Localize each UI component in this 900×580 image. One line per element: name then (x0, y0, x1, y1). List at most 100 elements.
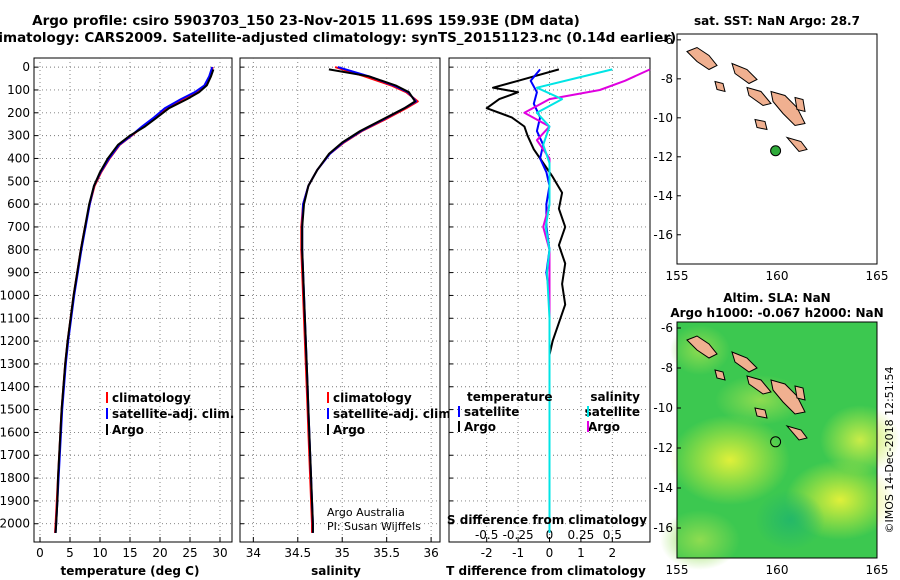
sla-map-ytick-3: -12 (653, 441, 673, 455)
title-line-1: Argo profile: csiro 5903703_150 23-Nov-2… (32, 13, 580, 29)
sla-map-island-3 (770, 379, 806, 415)
sst-map-island-5 (794, 96, 806, 113)
sla-map-island-6 (714, 369, 726, 381)
sst-map-island-6 (714, 80, 726, 93)
sla-map-island-2 (746, 375, 772, 395)
sla-map-subtitle: Argo h1000: -0.067 h2000: NaN (670, 306, 883, 320)
depth-tick-label-18: 1800 (0, 471, 30, 485)
depth-tick-label-9: 900 (7, 266, 30, 280)
difference-legend-temperature-title: temperature (467, 390, 552, 404)
depth-tick-label-5: 500 (7, 174, 30, 188)
temperature-panel: 0 5 10 15 20 25 300100200300400500600700800900… (0, 57, 234, 560)
difference-series-2 (535, 68, 613, 533)
sst-map-argo-marker (770, 145, 782, 157)
temperature-xtick-label-0: 0 (36, 546, 44, 560)
temperature-xtick-label-1: 5 (66, 546, 74, 560)
depth-tick-label-13: 1300 (0, 357, 30, 371)
difference-stick-label-4: 0.5 (603, 528, 622, 542)
depth-tick-label-0: 0 (22, 60, 30, 74)
depth-tick-label-1: 100 (7, 83, 30, 97)
depth-tick-label-7: 700 (7, 220, 30, 234)
difference-xlabel-2: S difference from climatology (447, 513, 647, 527)
temperature-xtick-label-6: 30 (212, 546, 227, 560)
difference-stick-label-0: -0.5 (475, 528, 498, 542)
depth-tick-label-19: 1900 (0, 494, 30, 508)
credit-line-1: Argo Australia (327, 506, 405, 519)
sla-map-island-7 (754, 407, 768, 419)
salinity-xtick-label-3: 35.5 (373, 546, 400, 560)
temperature-legend-2-label: Argo (112, 423, 144, 437)
sst-map-ytick-3: -12 (653, 150, 673, 164)
depth-tick-label-15: 1500 (0, 403, 30, 417)
title-line-2: Climatology: CARS2009. Satellite-adjuste… (0, 30, 676, 46)
difference-legend-s-sat-label: satellite (585, 405, 640, 419)
temperature-legend-1-label: satellite-adj. clim. (112, 407, 234, 421)
sst-map-xtick-2: 165 (866, 269, 889, 283)
sst-map-land (686, 46, 808, 153)
depth-tick-label-10: 1000 (0, 288, 30, 302)
sst-map-xtick-1: 160 (766, 269, 789, 283)
sla-map-island-1 (731, 351, 758, 373)
depth-tick-label-3: 300 (7, 129, 30, 143)
sla-map-ticks: 155 160 165 -6 -8 -10 -12 -14 -16 (653, 321, 888, 577)
credit-line-2: PI: Susan Wijffels (327, 520, 421, 533)
difference-legend-t-sat-label: satellite (464, 405, 519, 419)
salinity-legend-2-label: Argo (333, 423, 365, 437)
difference-stick-label-1: -0.25 (503, 528, 534, 542)
sst-map-island-0 (686, 46, 718, 71)
salinity-xtick-label-1: 34.5 (284, 546, 311, 560)
temperature-grid (34, 58, 232, 542)
sla-map: Altim. SLA: NaN Argo h1000: -0.067 h2000… (653, 291, 900, 577)
difference-panel: -2 -1 0 1 2-0.5 -0.25 0 0.25 0.5temperaturesatel… (448, 57, 651, 560)
depth-tick-label-2: 200 (7, 106, 30, 120)
temperature-series-0 (54, 69, 215, 533)
salinity-xtick-label-2: 35 (335, 546, 350, 560)
difference-stick-label-2: 0 (546, 528, 554, 542)
depth-tick-label-17: 1700 (0, 448, 30, 462)
sla-map-anomaly-field (660, 325, 900, 570)
differences-xtick-label-2: 0 (546, 546, 554, 560)
sla-map-island-0 (686, 335, 718, 359)
sla-map-xtick-2: 165 (866, 563, 889, 577)
sla-map-land (686, 335, 808, 441)
sla-map-argo-marker (770, 436, 782, 448)
temperature-xtick-label-3: 15 (122, 546, 137, 560)
difference-legend-salinity-title: salinity (590, 390, 640, 404)
temperature-xtick-label-4: 20 (152, 546, 167, 560)
sla-map-island-5 (794, 385, 806, 401)
difference-legend-s-argo-label: Argo (588, 420, 620, 434)
salinity-legend-1-label: satellite-adj. clim. (333, 407, 455, 421)
sst-map-title: sat. SST: NaN Argo: 28.7 (694, 14, 860, 28)
temperature-legend-0-label: climatology (112, 391, 191, 405)
salinity-series-0 (301, 68, 417, 533)
differences-xtick-label-4: 2 (608, 546, 616, 560)
sst-map-xtick-0: 155 (666, 269, 689, 283)
differences-xtick-label-3: 1 (577, 546, 585, 560)
temperature-frame (33, 57, 233, 543)
depth-tick-label-6: 600 (7, 197, 30, 211)
difference-stick-label-3: 0.25 (568, 528, 595, 542)
sla-map-ytick-2: -10 (653, 401, 673, 415)
sla-map-ytick-5: -16 (653, 521, 673, 535)
sst-map-island-2 (746, 86, 772, 107)
sst-map-ytick-4: -14 (653, 189, 673, 203)
sst-map-island-7 (754, 118, 768, 131)
depth-tick-label-16: 1600 (0, 425, 30, 439)
sst-map-ytick-0: -6 (661, 33, 673, 47)
difference-xlabel: T difference from climatology (446, 564, 646, 578)
temperature-xtick-label-5: 25 (182, 546, 197, 560)
temperature-xlabel: temperature (deg C) (61, 564, 200, 578)
imos-watermark: ©IMOS 14-Dec-2018 12:51:54 (883, 367, 896, 534)
differences-xtick-label-1: -1 (512, 546, 524, 560)
salinity-legend-0-label: climatology (333, 391, 412, 405)
sst-map-island-1 (731, 62, 758, 85)
difference-series-1 (485, 68, 567, 356)
salinity-xtick-label-4: 36 (423, 546, 438, 560)
sst-map-ytick-1: -8 (661, 72, 673, 86)
depth-tick-label-11: 1100 (0, 311, 30, 325)
sst-map-island-4 (785, 136, 808, 153)
sst-map-ytick-2: -10 (653, 111, 673, 125)
sla-map-ytick-4: -14 (653, 481, 673, 495)
sst-map: sat. SST: NaN Argo: 28.7 155 160 165 -6 -8 -1… (653, 14, 888, 283)
